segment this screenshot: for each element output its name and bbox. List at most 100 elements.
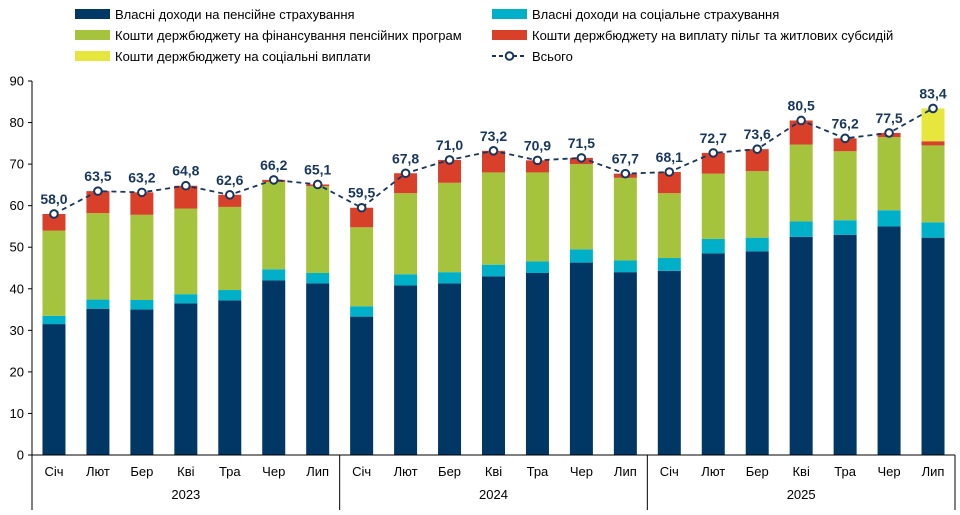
x-tick-label-7: Січ (352, 464, 371, 479)
x-tick-label-9: Бер (438, 464, 461, 479)
bar-segment-s2-c5 (262, 181, 286, 270)
bar-segment-s1-c6 (306, 272, 330, 284)
bar-segment-s1-c12 (569, 249, 593, 263)
y-tick-label: 0 (17, 448, 24, 463)
bar-segment-s1-c13 (613, 260, 637, 273)
bar-segment-s0-c4 (218, 300, 242, 455)
x-group-label-2: 2025 (787, 487, 816, 502)
total-point-8 (400, 168, 411, 179)
legend-label-4: Кошти держбюджету на соціальні виплати (115, 49, 371, 64)
bar-segment-s2-c13 (613, 177, 637, 261)
total-data-label-10: 73,2 (480, 128, 507, 144)
bar-segment-s0-c0 (42, 324, 66, 455)
bar-segment-s2-c17 (789, 144, 813, 222)
total-point-14 (664, 167, 675, 177)
total-point-9 (444, 155, 455, 165)
bar-segment-s0-c1 (86, 308, 110, 455)
y-tick-label: 30 (10, 323, 24, 338)
total-data-label-7: 59,5 (348, 185, 375, 201)
bar-segment-s2-c16 (745, 171, 769, 238)
total-data-label-12: 71,5 (568, 135, 595, 151)
bar-segment-s1-c14 (657, 258, 681, 271)
x-tick-label-1: Лют (86, 464, 110, 479)
total-data-label-6: 65,1 (304, 161, 331, 177)
y-tick-label: 40 (10, 281, 24, 296)
x-group-label-1: 2024 (479, 487, 508, 502)
bar-segment-s1-c2 (130, 299, 154, 310)
bar-segment-s0-c12 (569, 262, 593, 455)
total-data-label-9: 71,0 (436, 137, 463, 153)
total-point-12 (576, 153, 587, 163)
bar-segment-s0-c3 (174, 303, 198, 455)
total-data-label-14: 68,1 (656, 149, 683, 165)
y-axis: 0 10 20 30 40 50 60 70 80 90 (10, 74, 33, 463)
bar-segment-s0-c13 (613, 272, 637, 455)
bar-segment-s2-c12 (569, 164, 593, 250)
total-data-label-2: 63,2 (128, 169, 155, 185)
bar-segment-s3-c11 (525, 160, 549, 173)
bar-segment-s0-c17 (789, 236, 813, 455)
bar-segment-s1-c7 (350, 306, 374, 317)
legend-swatch-0 (75, 9, 110, 19)
bar-segment-s0-c8 (394, 285, 418, 455)
x-tick-label-6: Лип (306, 464, 329, 479)
total-data-label-5: 66,2 (260, 157, 287, 173)
bar-segment-s2-c4 (218, 206, 242, 291)
bar-segment-s2-c9 (438, 182, 462, 273)
bar-segment-s1-c18 (833, 220, 857, 235)
total-data-label-15: 72,7 (700, 130, 727, 146)
bar-segment-s2-c10 (482, 172, 505, 265)
legend-swatch-1 (492, 9, 527, 19)
y-tick-label: 60 (10, 198, 24, 213)
bar-segment-s1-c10 (482, 264, 505, 277)
bar-segment-s0-c18 (833, 234, 857, 455)
bar-segment-s3-c16 (745, 149, 769, 172)
x-tick-label-19: Чер (878, 464, 901, 479)
bar-segment-s2-c19 (877, 137, 901, 211)
total-line: 58,0 63,5 63,2 64,8 62,6 66,2 65,1 59,5 67,8 71,0… (40, 85, 947, 219)
x-tick-label-3: Кві (177, 464, 194, 479)
x-tick-label-11: Тра (527, 464, 549, 479)
bar-segment-s3-c20 (921, 141, 945, 146)
bar-segment-s1-c3 (174, 294, 198, 304)
bar-segment-s3-c14 (657, 172, 681, 194)
total-point-17 (796, 115, 806, 126)
total-point-7 (356, 202, 367, 213)
legend-label-1: Власні доходи на соціальне страхування (532, 7, 779, 22)
bar-segment-s0-c20 (921, 237, 945, 455)
bar-segment-s3-c1 (86, 191, 110, 214)
x-tick-label-0: Січ (44, 464, 63, 479)
total-data-label-3: 64,8 (172, 163, 199, 179)
total-point-4 (224, 190, 235, 200)
bar-segment-s2-c7 (350, 227, 374, 307)
bar-segment-s2-c18 (833, 151, 857, 221)
total-point-11 (532, 155, 543, 166)
bar-segment-s1-c9 (438, 272, 462, 284)
x-tick-label-16: Бер (746, 464, 769, 479)
bar-segment-s3-c9 (438, 159, 462, 183)
bars (42, 108, 945, 455)
y-tick-label: 80 (10, 115, 24, 130)
bar-segment-s2-c1 (86, 213, 110, 300)
bar-segment-s2-c11 (525, 172, 549, 262)
y-tick-label: 50 (10, 240, 24, 255)
bar-segment-s0-c9 (438, 283, 462, 455)
bar-segment-s2-c14 (657, 193, 681, 259)
legend-swatch-4 (75, 51, 110, 61)
legend-label-3: Кошти держбюджету на виплату пільг та жи… (532, 28, 893, 43)
total-point-5 (268, 175, 279, 185)
bar-segment-s3-c7 (350, 207, 374, 228)
bar-segment-s1-c16 (745, 237, 769, 252)
bar-segment-s1-c4 (218, 290, 242, 301)
bar-segment-s0-c6 (306, 283, 330, 455)
bar-segment-s1-c20 (921, 222, 945, 238)
legend-swatch-3 (492, 30, 527, 40)
bar-segment-s0-c14 (657, 270, 681, 455)
bar-segment-s3-c17 (789, 120, 813, 145)
x-tick-label-17: Кві (792, 464, 809, 479)
x-tick-label-20: Лип (922, 464, 945, 479)
total-data-label-18: 76,2 (831, 115, 858, 131)
bar-segment-s1-c8 (394, 274, 418, 286)
y-tick-label: 90 (10, 74, 24, 89)
x-tick-label-4: Тра (219, 464, 241, 479)
